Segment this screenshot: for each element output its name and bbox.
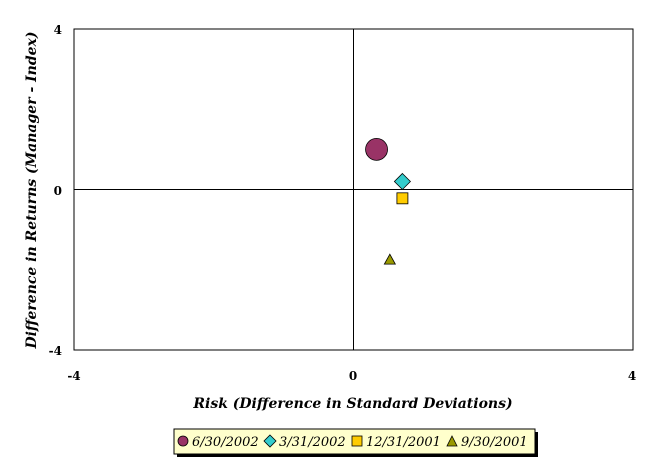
data-point-12-31-2001 — [396, 192, 409, 205]
y-tick-label-bottom: -4 — [49, 344, 62, 358]
x-tick-label-left: -4 — [67, 369, 80, 383]
data-points — [365, 137, 411, 265]
legend-label-9-30-2001: 9/30/2001 — [461, 435, 528, 450]
y-axis-title: Difference in Returns (Manager - Index) — [24, 31, 40, 349]
legend: 6/30/2002 3/31/2002 12/31/2001 9/30/2001 — [173, 428, 538, 457]
x-tick-label-right: 4 — [628, 369, 636, 383]
data-point-3-31-2002 — [393, 172, 411, 191]
legend-marker-12-31-2001 — [351, 435, 363, 447]
x-axis-title: Risk (Difference in Standard Deviations) — [192, 396, 512, 412]
legend-label-12-31-2001: 12/31/2001 — [366, 435, 441, 450]
legend-label-3-31-2002: 3/31/2002 — [279, 435, 346, 450]
legend-marker-3-31-2002 — [263, 434, 277, 448]
legend-marker-9-30-2001 — [446, 435, 458, 447]
data-point-9-30-2001 — [383, 253, 397, 265]
data-point-6-30-2002 — [365, 137, 388, 161]
x-tick-label-zero: 0 — [349, 369, 357, 383]
y-tick-label-top: 4 — [54, 23, 62, 37]
legend-label-6-30-2002: 6/30/2002 — [192, 435, 259, 450]
legend-marker-6-30-2002 — [177, 435, 189, 447]
y-tick-label-zero: 0 — [54, 184, 62, 198]
